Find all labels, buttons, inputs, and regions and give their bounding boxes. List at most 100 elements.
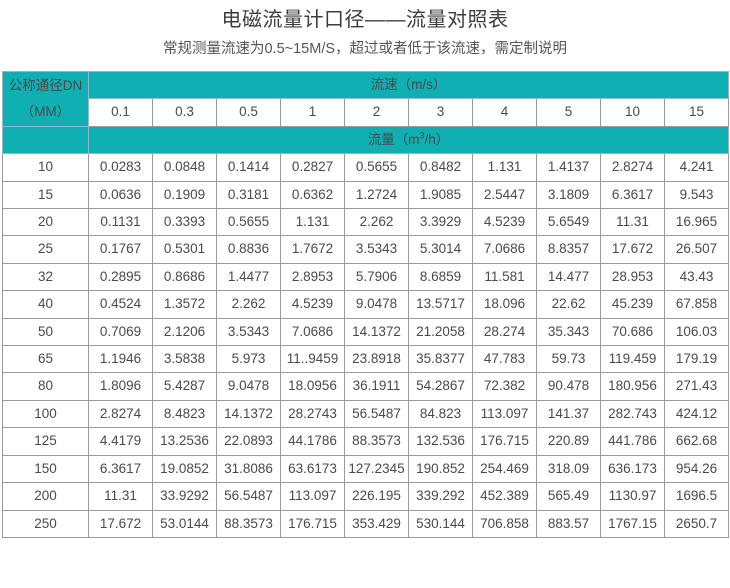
flow-value-cell: 271.43 [663, 372, 730, 401]
flow-value-cell: 5.973 [216, 345, 281, 374]
flow-value-cell: 70.686 [600, 317, 665, 347]
flow-value-cell: 127.2345 [344, 454, 409, 484]
flow-value-cell: 2.8274 [600, 153, 665, 182]
flow-value-cell: 3.1809 [536, 180, 601, 210]
velocity-column-header: 5 [536, 98, 601, 127]
velocity-column-header: 0.1 [88, 98, 153, 127]
flow-value-cell: 353.429 [344, 509, 409, 538]
flow-value-cell: 1767.15 [600, 509, 665, 538]
dn-cell: 100 [2, 399, 89, 429]
flow-value-cell: 2.8274 [88, 399, 153, 429]
flow-value-cell: 176.715 [280, 509, 345, 538]
flow-value-cell: 16.965 [663, 208, 730, 237]
flow-value-cell: 56.5487 [216, 482, 281, 511]
flow-value-cell: 31.8086 [216, 454, 281, 484]
flow-value-cell: 0.1131 [88, 208, 153, 237]
flow-value-cell: 1.131 [472, 153, 537, 182]
flow-value-cell: 0.8686 [152, 262, 217, 292]
flow-value-cell: 43.43 [663, 262, 730, 292]
table-row: 32 0.2895 0.8686 1.4477 2.8953 5.7906 8.6859 11… [2, 262, 730, 292]
flow-value-cell: 54.2867 [408, 372, 473, 401]
dn-cell: 25 [2, 235, 89, 264]
flow-value-cell: 113.097 [472, 399, 537, 429]
flow-value-cell: 14.1372 [344, 317, 409, 347]
table-row: 10 0.0283 0.0848 0.1414 0.2827 0.5655 0.8482 1.… [2, 153, 730, 182]
flow-value-cell: 282.743 [600, 399, 665, 429]
flow-value-cell: 4.5239 [280, 290, 345, 319]
flow-value-cell: 132.536 [408, 427, 473, 456]
velocity-column-header: 1 [280, 98, 345, 127]
flow-value-cell: 1.7672 [280, 235, 345, 264]
table-row: 250 17.672 53.0144 88.3573 176.715 353.429 530… [2, 509, 730, 538]
corner-header-dn: 公称通径DN （MM） [2, 71, 89, 127]
flow-value-cell: 220.89 [536, 427, 601, 456]
flow-value-cell: 5.6549 [536, 208, 601, 237]
flow-value-cell: 0.7069 [88, 317, 153, 347]
flow-value-cell: 5.3014 [408, 235, 473, 264]
table-row: 200 11.31 33.9292 56.5487 113.097 226.195 339.… [2, 482, 730, 511]
flow-value-cell: 226.195 [344, 482, 409, 511]
flow-value-cell: 0.6362 [280, 180, 345, 210]
flow-value-cell: 2.8953 [280, 262, 345, 292]
dn-cell: 150 [2, 454, 89, 484]
flow-value-cell: 4.241 [663, 153, 730, 182]
flow-value-cell: 88.3573 [216, 509, 281, 538]
flow-value-cell: 11.31 [600, 208, 665, 237]
flow-value-cell: 18.0956 [280, 372, 345, 401]
dn-cell: 250 [2, 509, 89, 538]
flow-value-cell: 36.1911 [344, 372, 409, 401]
flow-value-cell: 2.1206 [152, 317, 217, 347]
dn-cell: 50 [2, 317, 89, 347]
flow-value-cell: 662.68 [663, 427, 730, 456]
flow-value-cell: 1.1946 [88, 345, 153, 374]
table-body: 公称通径DN （MM） 流速（m/s） 0.1 0.3 0.5 1 2 3 4 5 10 15 流… [2, 70, 730, 538]
flow-value-cell: 6.3617 [600, 180, 665, 210]
table-row: 40 0.4524 1.3572 2.262 4.5239 9.0478 13.5717 18… [2, 290, 730, 319]
flow-value-cell: 0.8482 [408, 153, 473, 182]
flow-value-cell: 8.4823 [152, 399, 217, 429]
flow-value-cell: 4.5239 [472, 208, 537, 237]
flow-value-cell: 1.9085 [408, 180, 473, 210]
flow-value-cell: 954.26 [663, 454, 730, 484]
flow-value-cell: 90.478 [536, 372, 601, 401]
flow-value-cell: 1696.5 [663, 482, 730, 511]
flow-value-cell: 0.4524 [88, 290, 153, 319]
flow-value-cell: 1.2724 [344, 180, 409, 210]
table-row: 25 0.1767 0.5301 0.8836 1.7672 3.5343 5.3014 7.… [2, 235, 730, 264]
flow-value-cell: 0.0283 [88, 153, 153, 182]
dn-cell: 125 [2, 427, 89, 456]
flow-value-cell: 5.7906 [344, 262, 409, 292]
flow-value-cell: 1.4477 [216, 262, 281, 292]
flow-value-cell: 0.3393 [152, 208, 217, 237]
flow-value-cell: 22.62 [536, 290, 601, 319]
flow-value-cell: 339.292 [408, 482, 473, 511]
flow-value-cell: 190.852 [408, 454, 473, 484]
flow-value-cell: 1130.97 [600, 482, 665, 511]
flow-value-cell: 9.0478 [216, 372, 281, 401]
flow-value-cell: 0.0636 [88, 180, 153, 210]
dn-cell: 32 [2, 262, 89, 292]
dn-cell: 20 [2, 208, 89, 237]
flow-value-cell: 424.12 [663, 399, 730, 429]
flow-value-cell: 0.1909 [152, 180, 217, 210]
flow-value-cell: 3.3929 [408, 208, 473, 237]
flow-value-cell: 14.1372 [216, 399, 281, 429]
flow-value-cell: 28.2743 [280, 399, 345, 429]
flow-group-label: 流量（m3/h） [87, 125, 730, 155]
flow-value-cell: 318.09 [536, 454, 601, 484]
flow-value-cell: 47.783 [472, 345, 537, 374]
velocity-column-header: 2 [344, 98, 409, 127]
flow-value-cell: 0.5301 [152, 235, 217, 264]
page-subtitle: 常规测量流速为0.5~15M/S，超过或者低于该流速，需定制说明 [162, 41, 568, 57]
flow-value-cell: 452.389 [472, 482, 537, 511]
table-row: 80 1.8096 5.4287 9.0478 18.0956 36.1911 54.286… [2, 372, 730, 401]
flow-value-cell: 72.382 [472, 372, 537, 401]
flow-value-cell: 1.3572 [152, 290, 217, 319]
flow-value-cell: 9.543 [663, 180, 730, 210]
flow-comparison-table: 公称通径DN （MM） 流速（m/s） 0.1 0.3 0.5 1 2 3 4 5 10 15 流… [2, 70, 730, 538]
flow-value-cell: 636.173 [600, 454, 665, 484]
flow-value-cell: 4.4179 [88, 427, 153, 456]
velocity-column-header: 10 [600, 98, 665, 127]
flow-value-cell: 23.8918 [344, 345, 409, 374]
flow-value-cell: 21.2058 [408, 317, 473, 347]
